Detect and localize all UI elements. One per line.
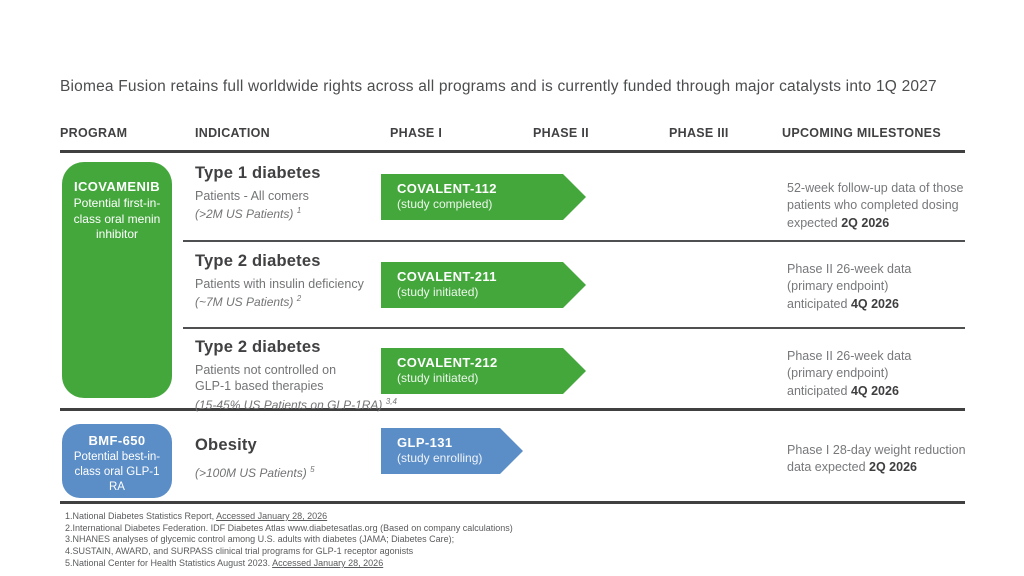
column-header-indication: INDICATION <box>195 126 270 140</box>
milestone-covalent-212: Phase II 26-week data (primary endpoint)… <box>787 349 912 398</box>
column-header-program: PROGRAM <box>60 126 128 140</box>
arrow-tip <box>500 428 523 474</box>
footnote-5-link[interactable]: Accessed January 28, 2026 <box>272 557 384 568</box>
indication-population: (~7M US Patients) 2 <box>195 294 302 310</box>
milestone-glp-131: Phase I 28-day weight reduction data exp… <box>787 443 966 475</box>
trial-status: (study initiated) <box>397 371 479 385</box>
milestone-covalent-211: Phase II 26-week data (primary endpoint)… <box>787 262 912 311</box>
indication-population: (>100M US Patients) 5 <box>195 465 315 480</box>
milestone-date: 4Q 2026 <box>850 296 899 311</box>
slide-title: Biomea Fusion retains full worldwide rig… <box>60 78 937 95</box>
header-divider-line <box>60 150 965 153</box>
indication-population: (>2M US Patients) 1 <box>195 206 302 222</box>
footnote-reference: 5 <box>310 465 315 474</box>
indication-type-2-diabetes-insulin-deficiency: Type 2 diabetes Patients with insulin de… <box>195 252 390 309</box>
footnote-3: 3.NHANES analyses of glycemic control am… <box>65 534 455 545</box>
indication-detail: Patients with insulin deficiency <box>195 277 364 291</box>
indication-obesity: Obesity (>100M US Patients) 5 <box>195 436 390 480</box>
footnote-5: 5.National Center for Health Statistics … <box>65 557 384 568</box>
column-header-phase-1: PHASE I <box>390 126 443 140</box>
program-description: Potential best-in-class oral GLP-1 RA <box>73 451 161 493</box>
indication-type-2-diabetes-glp1-uncontrolled: Type 2 diabetes Patients not controlled … <box>195 338 397 412</box>
footnote-reference: 2 <box>296 294 302 304</box>
milestone-date: 2Q 2026 <box>841 215 890 230</box>
indication-population: (15-45% US Patients on GLP-1RA) 3,4 <box>195 396 397 412</box>
milestone-date: 2Q 2026 <box>869 460 917 475</box>
trial-name: COVALENT-112 <box>397 181 497 196</box>
trial-status: (study enrolling) <box>397 451 483 465</box>
indication-detail: Patients - All comers <box>195 189 309 203</box>
indication-title: Obesity <box>195 436 257 454</box>
footnote-4: 4.SUSTAIN, AWARD, and SURPASS clinical t… <box>65 546 414 557</box>
trial-name: GLP-131 <box>397 435 453 450</box>
milestone-date: 4Q 2026 <box>850 383 899 398</box>
footnote-reference: 1 <box>296 206 302 216</box>
column-header-phase-3: PHASE III <box>669 126 729 140</box>
arrow-tip <box>563 174 586 220</box>
column-header-phase-2: PHASE II <box>533 126 589 140</box>
arrow-tip <box>563 348 586 394</box>
trial-arrow-covalent-212: COVALENT-212 (study initiated) <box>381 348 586 394</box>
footnote-reference: 3,4 <box>385 396 397 406</box>
trial-status: (study initiated) <box>397 285 479 299</box>
indication-type-1-diabetes: Type 1 diabetes Patients - All comers (>… <box>195 164 390 221</box>
column-header-upcoming-milestones: UPCOMING MILESTONES <box>782 126 941 140</box>
program-card-icovamenib: ICOVAMENIB Potential first-in-class oral… <box>62 162 172 398</box>
trial-name: COVALENT-212 <box>397 355 498 370</box>
trial-arrow-covalent-211: COVALENT-211 (study initiated) <box>381 262 586 308</box>
program-name: BMF-650 <box>88 433 146 448</box>
footnote-1-link[interactable]: Accessed January 28, 2026 <box>216 511 328 521</box>
indication-title: Type 2 diabetes <box>195 252 321 270</box>
trial-name: COVALENT-211 <box>397 269 497 284</box>
trial-arrow-covalent-112: COVALENT-112 (study completed) <box>381 174 586 220</box>
program-card-bmf-650: BMF-650 Potential best-in-class oral GLP… <box>62 424 172 498</box>
program-description: Potential first-in-class oral menin inhi… <box>73 196 161 242</box>
indication-title: Type 1 diabetes <box>195 164 321 182</box>
footnote-1: 1.National Diabetes Statistics Report, A… <box>65 511 328 521</box>
footnote-2: 2.International Diabetes Federation. IDF… <box>65 522 513 533</box>
milestone-covalent-112: 52-week follow-up data of those patients… <box>787 181 964 230</box>
trial-status: (study completed) <box>397 197 493 211</box>
section-divider-line <box>60 408 965 411</box>
row-divider-line <box>183 240 965 242</box>
row-divider-line <box>183 327 965 329</box>
indication-title: Type 2 diabetes <box>195 338 321 356</box>
indication-detail: Patients not controlled on GLP-1 based t… <box>195 363 337 394</box>
arrow-tip <box>563 262 586 308</box>
trial-arrow-glp-131: GLP-131 (study enrolling) <box>381 428 523 474</box>
bottom-divider-line <box>60 501 965 504</box>
program-name: ICOVAMENIB <box>73 179 161 194</box>
footnotes: 1.National Diabetes Statistics Report, A… <box>65 511 513 569</box>
